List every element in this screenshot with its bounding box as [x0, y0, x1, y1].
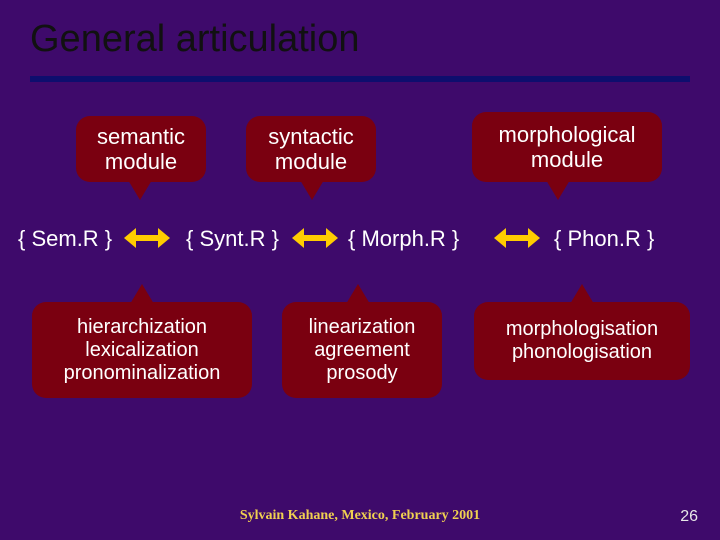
- bubble-tail: [546, 180, 570, 200]
- bubble-line: agreement: [314, 339, 410, 362]
- level-phon-r: { Phon.R }: [554, 226, 654, 252]
- bubble-tail: [130, 284, 154, 304]
- bubble-tail: [300, 180, 324, 200]
- bubble-line: linearization: [309, 316, 416, 339]
- title-underline: [30, 76, 690, 82]
- bubble-line: module: [531, 147, 603, 172]
- level-sem-r: { Sem.R }: [18, 226, 112, 252]
- bubble-line: semantic: [97, 124, 185, 149]
- bubble-tail: [346, 284, 370, 304]
- module-bubble-morphological: morphological module: [472, 112, 662, 182]
- page-number: 26: [680, 508, 698, 526]
- bubble-line: syntactic: [268, 124, 354, 149]
- level-morph-r: { Morph.R }: [348, 226, 459, 252]
- double-arrow-icon: [494, 226, 540, 250]
- process-bubble-3: morphologisation phonologisation: [474, 302, 690, 380]
- double-arrow-icon: [124, 226, 170, 250]
- slide-title: General articulation: [30, 18, 360, 61]
- bubble-line: module: [105, 149, 177, 174]
- bubble-line: morphologisation: [506, 318, 658, 341]
- bubble-line: hierarchization: [77, 316, 207, 339]
- bubble-line: prosody: [326, 362, 397, 385]
- process-bubble-2: linearization agreement prosody: [282, 302, 442, 398]
- process-bubble-1: hierarchization lexicalization pronomina…: [32, 302, 252, 398]
- bubble-tail: [570, 284, 594, 304]
- module-bubble-semantic: semantic module: [76, 116, 206, 182]
- footer-attribution: Sylvain Kahane, Mexico, February 2001: [0, 508, 720, 524]
- bubble-tail: [128, 180, 152, 200]
- module-bubble-syntactic: syntactic module: [246, 116, 376, 182]
- bubble-line: module: [275, 149, 347, 174]
- bubble-line: lexicalization: [85, 339, 198, 362]
- bubble-line: morphological: [499, 122, 636, 147]
- double-arrow-icon: [292, 226, 338, 250]
- level-synt-r: { Synt.R }: [186, 226, 279, 252]
- bubble-line: phonologisation: [512, 341, 652, 364]
- bubble-line: pronominalization: [64, 362, 221, 385]
